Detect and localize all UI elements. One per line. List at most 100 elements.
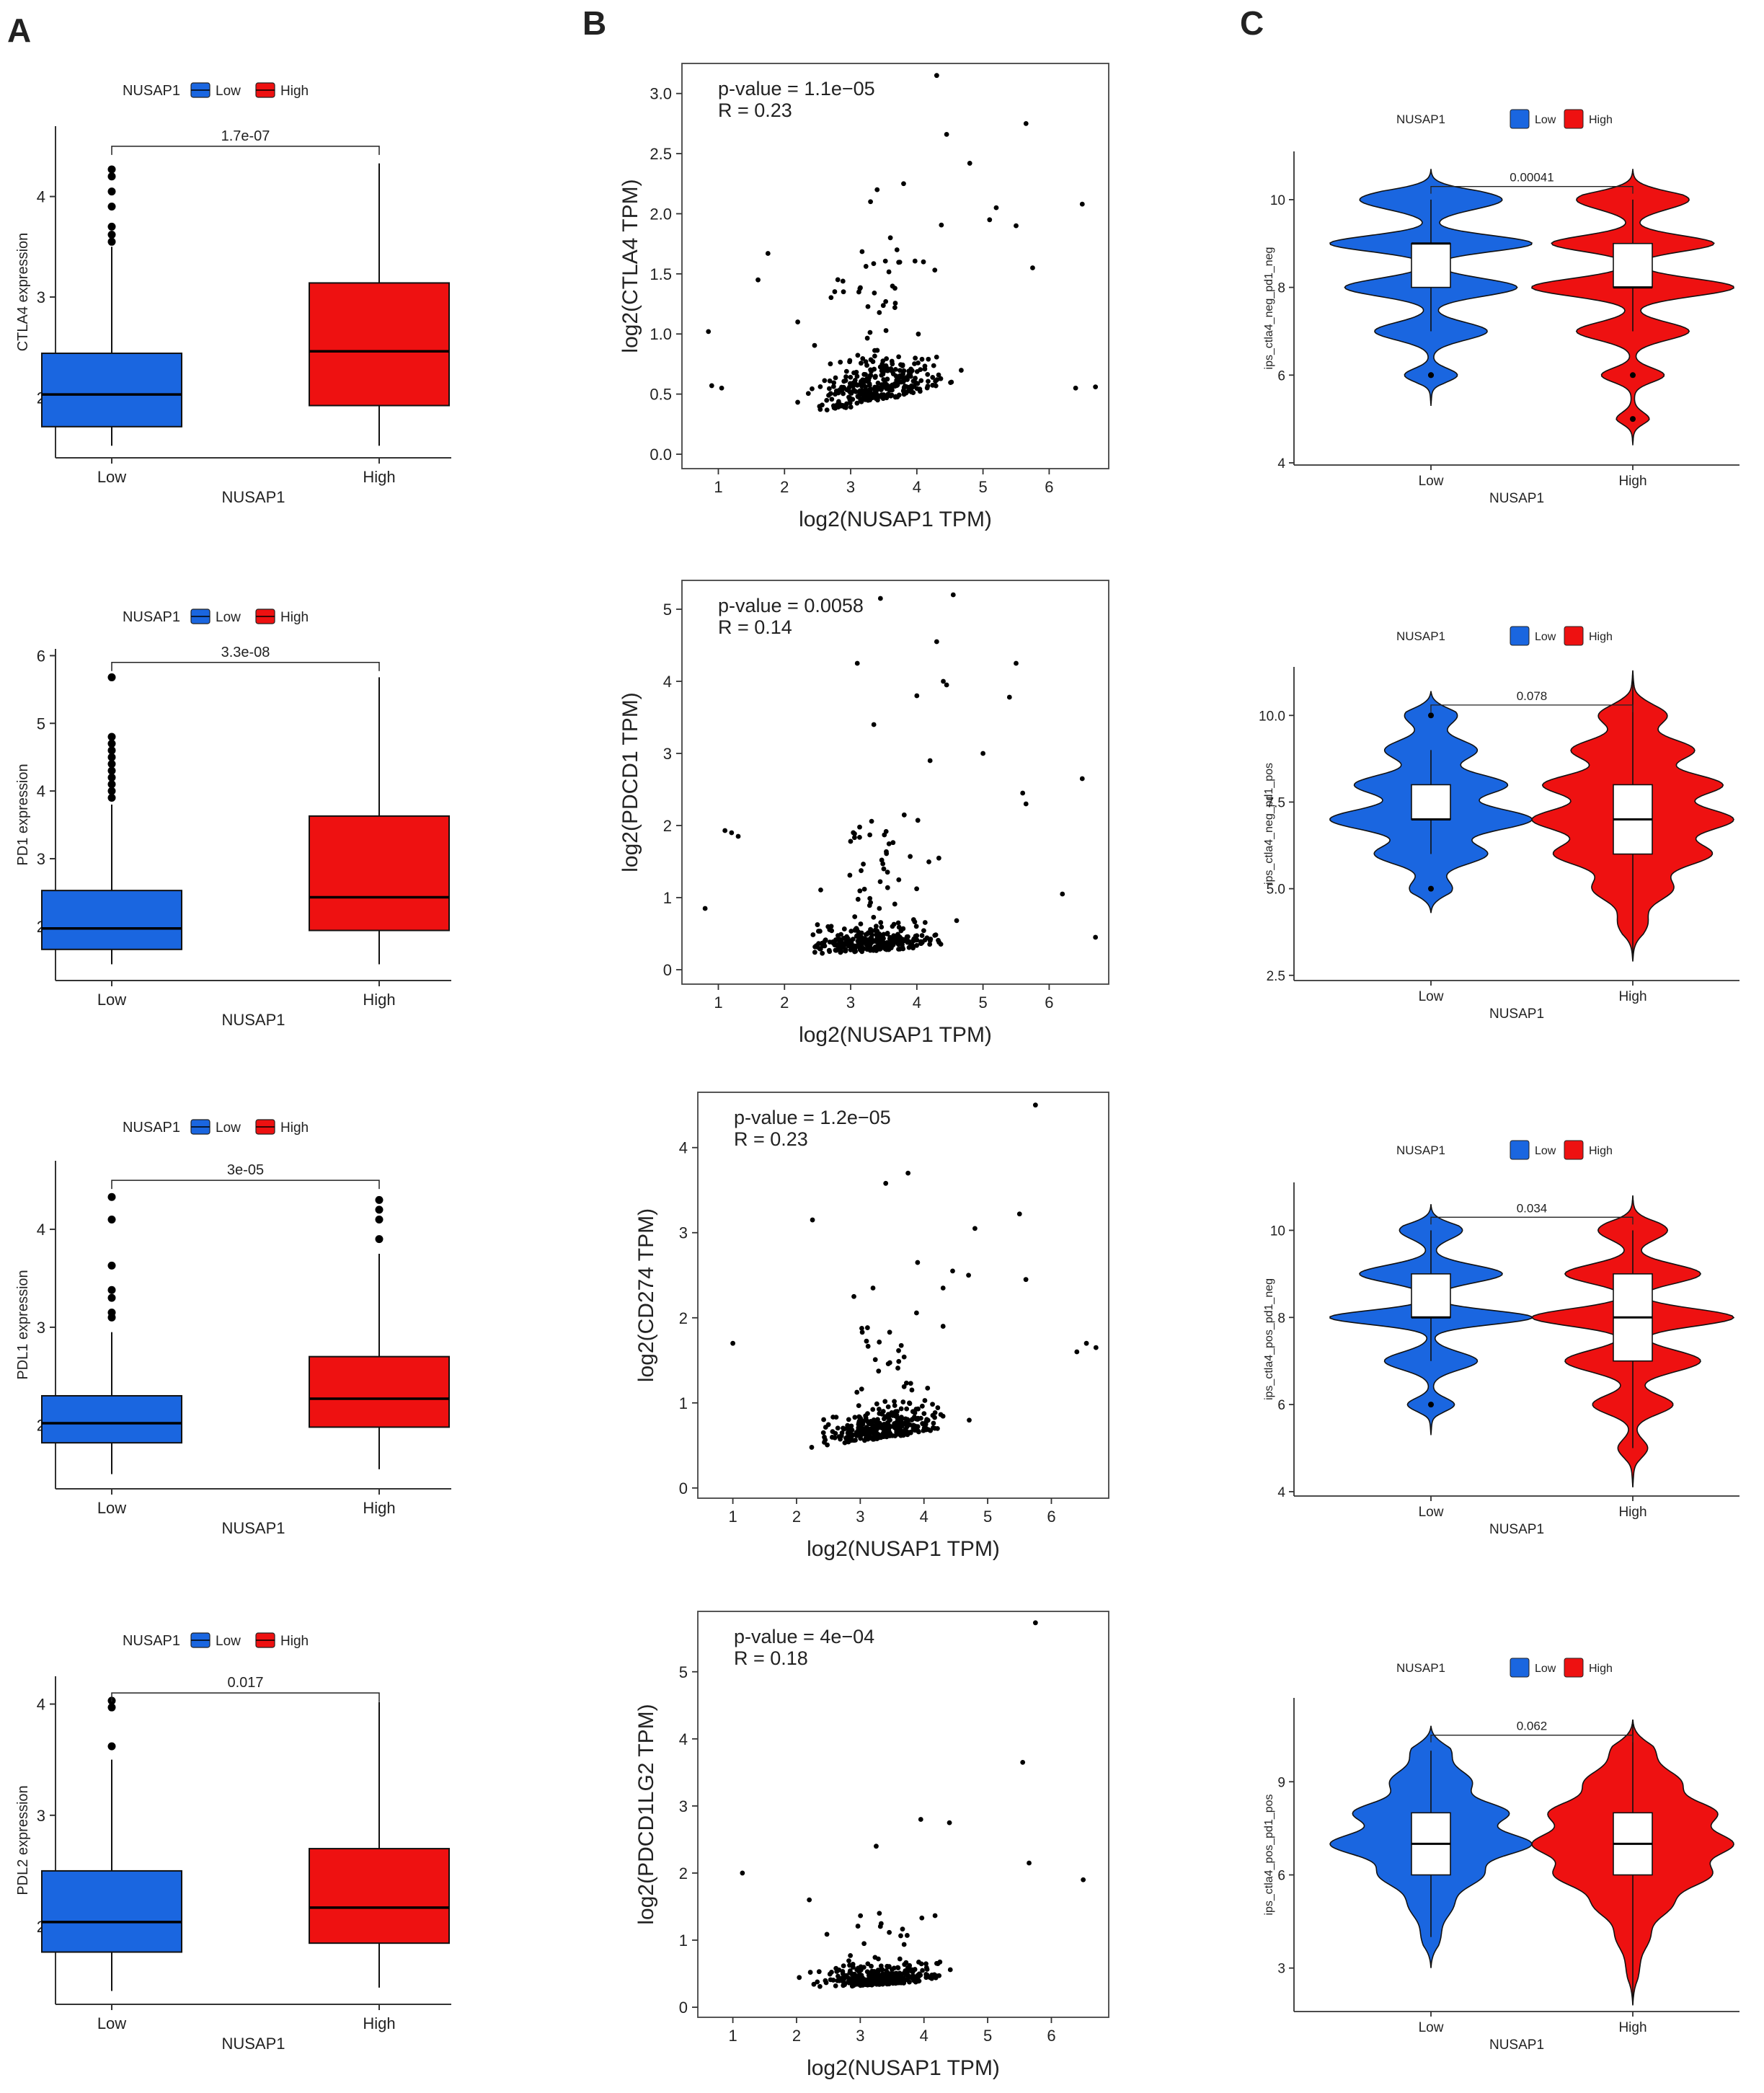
y-tick-label: 5: [663, 601, 672, 619]
data-point: [840, 278, 846, 284]
data-point: [891, 921, 897, 927]
data-point: [948, 380, 953, 386]
y-tick-label: 4: [679, 1730, 688, 1748]
x-tick-label: 5: [978, 478, 987, 496]
data-point: [863, 1415, 869, 1420]
data-point: [944, 682, 949, 688]
data-point: [863, 384, 869, 389]
data-point: [842, 1982, 848, 1988]
p-value-label: 0.034: [1517, 1201, 1548, 1215]
scatterplot-b3: 1 2 3 4 5 6 0 1 2 3 4 log2(NUSAP1 TPM) log2(CD274 TP…: [634, 1092, 1109, 1561]
data-point: [826, 386, 832, 391]
data-point: [832, 289, 838, 294]
data-point: [809, 1445, 815, 1450]
data-point: [1027, 1860, 1032, 1866]
x-tick-label: High: [1618, 474, 1646, 489]
y-tick-label: 2: [679, 1864, 688, 1882]
data-point: [817, 946, 823, 952]
data-point: [870, 1436, 876, 1442]
data-point: [851, 1293, 856, 1299]
data-point: [885, 376, 890, 382]
data-point: [908, 942, 914, 947]
annotation-pvalue: p-value = 1.2e−05: [734, 1107, 891, 1128]
y-tick-label: 4: [679, 1139, 688, 1157]
x-tick-label: 6: [1045, 994, 1053, 1012]
data-point: [884, 381, 890, 387]
legend-label-high: High: [280, 1120, 309, 1136]
legend-title: NUSAP1: [123, 83, 180, 99]
data-point: [1060, 891, 1065, 897]
legend-label-high: High: [280, 84, 309, 99]
outlier-point: [1630, 372, 1636, 379]
data-point: [830, 1415, 836, 1420]
x-axis-title: log2(NUSAP1 TPM): [799, 1023, 992, 1047]
data-point: [896, 354, 902, 360]
outlier-point: [107, 1293, 116, 1302]
data-point: [1032, 1620, 1038, 1626]
data-point: [932, 1913, 938, 1919]
data-point: [877, 879, 883, 885]
data-point: [871, 722, 877, 727]
data-point: [873, 928, 879, 934]
box-low: [41, 353, 182, 428]
data-point: [892, 1403, 897, 1408]
data-point: [918, 941, 923, 947]
legend-label-low: Low: [216, 1120, 241, 1136]
data-point: [1032, 1102, 1038, 1108]
legend-label-high: High: [280, 1634, 309, 1649]
data-point: [882, 1399, 888, 1404]
data-point: [1081, 1877, 1086, 1882]
x-tick-label: 5: [978, 994, 987, 1012]
y-tick-label: 0: [663, 961, 672, 979]
legend-swatch-high: [1564, 1658, 1584, 1678]
data-point: [921, 928, 926, 934]
box-high: [309, 815, 450, 932]
data-point: [972, 1226, 978, 1231]
outlier-point: [107, 1286, 116, 1294]
data-point: [890, 283, 895, 289]
data-point: [886, 1426, 891, 1432]
data-point: [888, 392, 894, 398]
data-point: [927, 942, 933, 947]
data-point: [895, 1418, 900, 1424]
data-point: [828, 361, 833, 367]
y-tick-label: 2.0: [650, 205, 672, 223]
data-point: [900, 1399, 906, 1404]
x-axis-title: NUSAP1: [1489, 1522, 1544, 1537]
inner-box: [1411, 1273, 1451, 1319]
outlier-point: [107, 231, 116, 239]
data-point: [832, 1435, 838, 1441]
p-value-label: 0.017: [227, 1675, 263, 1691]
data-point: [859, 383, 864, 389]
p-value-label: 0.00041: [1510, 171, 1554, 185]
data-point: [890, 840, 896, 846]
data-point: [871, 261, 877, 267]
data-point: [938, 376, 944, 381]
outlier-point: [107, 203, 116, 211]
data-point: [835, 1425, 841, 1431]
data-point: [919, 1915, 925, 1921]
data-point: [913, 1979, 918, 1985]
data-point: [817, 384, 823, 389]
data-point: [880, 369, 886, 375]
data-point: [854, 369, 859, 375]
x-tick-label: 3: [856, 1508, 864, 1526]
data-point: [828, 295, 834, 301]
plot-frame: [681, 63, 1109, 469]
y-tick-label: 10: [1270, 1224, 1285, 1239]
data-point: [911, 1975, 916, 1981]
data-point: [838, 359, 843, 365]
x-axis-title: NUSAP1: [221, 488, 285, 506]
data-point: [877, 1924, 883, 1929]
data-point: [887, 1929, 892, 1935]
data-point: [935, 1425, 940, 1431]
data-point: [823, 1978, 828, 1983]
data-point: [896, 1358, 902, 1364]
x-axis-title: NUSAP1: [1489, 2037, 1544, 2053]
data-point: [880, 861, 886, 867]
data-point: [884, 1968, 889, 1973]
data-point: [1014, 660, 1019, 666]
data-point: [916, 1429, 921, 1435]
data-point: [883, 828, 889, 834]
scatterplot-b2: 1 2 3 4 5 6 0 1 2 3 4 5 log2(NUSAP1 TPM) log2(PDCD1 T…: [619, 580, 1109, 1047]
